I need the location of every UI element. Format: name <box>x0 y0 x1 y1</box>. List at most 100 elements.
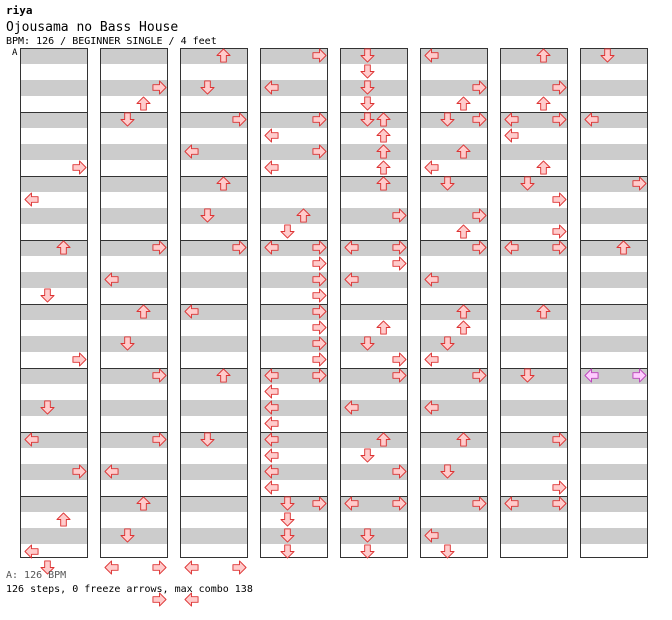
arrow-down-icon <box>280 512 295 527</box>
arrow-up-icon <box>136 304 151 319</box>
measure-line <box>260 304 328 305</box>
beat-band <box>340 240 408 256</box>
arrow-left-icon <box>104 272 119 287</box>
section-marker: A <box>12 48 18 58</box>
beat-band <box>100 464 168 480</box>
chart-info: BPM: 126 / BEGINNER SINGLE / 4 feet <box>6 36 217 47</box>
beat-band <box>20 368 88 384</box>
arrow-down-icon <box>360 48 375 63</box>
arrow-left-icon <box>264 400 279 415</box>
measure-line <box>100 496 168 497</box>
beat-band <box>20 80 88 96</box>
measure-line <box>180 304 248 305</box>
beat-band <box>500 272 568 288</box>
measure-line <box>260 176 328 177</box>
arrow-left-icon <box>424 160 439 175</box>
beat-band <box>180 112 248 128</box>
arrow-left-icon <box>264 80 279 95</box>
beat-band <box>420 432 488 448</box>
column-border <box>420 48 488 558</box>
beat-band <box>340 272 408 288</box>
beat-band <box>580 112 648 128</box>
arrow-right-icon <box>552 496 567 511</box>
arrow-right-icon <box>312 336 327 351</box>
measure-line <box>20 368 88 369</box>
arrow-down-icon <box>360 528 375 543</box>
measure-line <box>420 112 488 113</box>
arrow-up-icon <box>56 512 71 527</box>
arrow-down-icon <box>360 544 375 559</box>
arrow-down-icon <box>120 336 135 351</box>
measure-line <box>180 240 248 241</box>
beat-band <box>260 464 328 480</box>
measure-line <box>580 304 648 305</box>
measure-line <box>100 112 168 113</box>
arrow-right-icon <box>72 160 87 175</box>
arrow-right-icon <box>552 240 567 255</box>
arrow-left-icon <box>264 160 279 175</box>
beat-band <box>180 144 248 160</box>
beat-band <box>420 48 488 64</box>
arrow-down-icon <box>360 336 375 351</box>
arrow-right-icon <box>152 560 167 575</box>
arrow-left-icon <box>184 592 199 607</box>
arrow-right-icon <box>632 176 647 191</box>
arrow-down-icon <box>40 560 55 575</box>
measure-line <box>500 432 568 433</box>
song-title: Ojousama no Bass House <box>6 20 179 35</box>
beat-band <box>500 304 568 320</box>
arrow-right-icon <box>312 144 327 159</box>
arrow-up-icon <box>456 96 471 111</box>
chart-column-2 <box>100 48 168 607</box>
arrow-left-icon <box>24 432 39 447</box>
beat-band <box>100 368 168 384</box>
beat-band <box>580 144 648 160</box>
beat-band <box>260 432 328 448</box>
beat-band <box>180 48 248 64</box>
arrow-right-icon <box>632 368 647 383</box>
beat-band <box>340 464 408 480</box>
beat-band <box>500 48 568 64</box>
arrow-left-icon <box>184 560 199 575</box>
arrow-down-icon <box>120 112 135 127</box>
arrow-left-icon <box>24 192 39 207</box>
measure-line <box>260 240 328 241</box>
arrow-left-icon <box>504 112 519 127</box>
beat-band <box>580 272 648 288</box>
beat-band <box>260 272 328 288</box>
beat-band <box>20 240 88 256</box>
beat-band <box>260 48 328 64</box>
arrow-right-icon <box>392 208 407 223</box>
measure-line <box>340 368 408 369</box>
beat-band <box>20 336 88 352</box>
beat-band <box>180 464 248 480</box>
beat-band <box>500 400 568 416</box>
arrow-down-icon <box>120 528 135 543</box>
measure-line <box>340 176 408 177</box>
column-border <box>580 48 648 558</box>
beat-band <box>100 400 168 416</box>
measure-line <box>260 368 328 369</box>
measure-line <box>20 176 88 177</box>
arrow-right-icon <box>152 80 167 95</box>
arrow-left-icon <box>504 240 519 255</box>
arrow-left-icon <box>424 272 439 287</box>
beat-band <box>580 464 648 480</box>
beat-band <box>180 400 248 416</box>
beat-band <box>260 144 328 160</box>
arrow-right-icon <box>152 592 167 607</box>
beat-band <box>500 208 568 224</box>
beat-band <box>420 144 488 160</box>
arrow-up-icon <box>136 96 151 111</box>
measure-line <box>100 368 168 369</box>
beat-band <box>180 496 248 512</box>
beat-band <box>20 528 88 544</box>
arrow-right-icon <box>552 80 567 95</box>
measure-line <box>340 432 408 433</box>
beat-band <box>420 528 488 544</box>
beat-band <box>100 80 168 96</box>
arrow-up-icon <box>216 368 231 383</box>
measure-line <box>180 112 248 113</box>
arrow-right-icon <box>552 192 567 207</box>
measure-line <box>580 112 648 113</box>
